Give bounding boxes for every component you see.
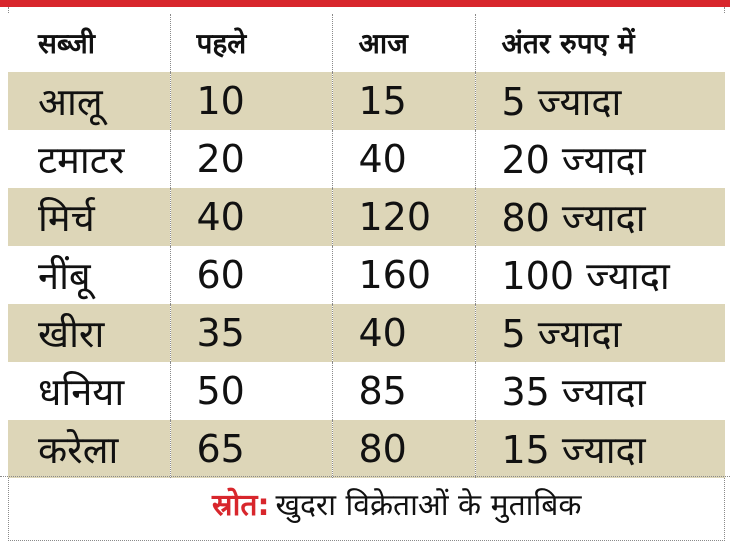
cell-today: 160 (331, 246, 475, 304)
cell-today: 80 (331, 420, 475, 478)
cell-before: 40 (169, 188, 332, 246)
cell-difference: 15 ज्यादा (474, 420, 725, 478)
table-row: करेला 65 80 15 ज्यादा (8, 420, 725, 478)
cell-difference: 5 ज्यादा (474, 72, 725, 130)
table-row: नींबू 60 160 100 ज्यादा (8, 246, 725, 304)
table-row: धनिया 50 85 35 ज्यादा (8, 362, 725, 420)
cell-vegetable: धनिया (8, 362, 170, 420)
cell-vegetable: करेला (8, 420, 170, 478)
header-vegetable: सब्जी (8, 14, 170, 72)
table-row: खीरा 35 40 5 ज्यादा (8, 304, 725, 362)
cell-before: 10 (169, 72, 332, 130)
cell-vegetable: आलू (8, 72, 170, 130)
cell-before: 50 (169, 362, 332, 420)
cell-today: 15 (331, 72, 475, 130)
cell-vegetable: मिर्च (8, 188, 170, 246)
header-before: पहले (169, 14, 332, 72)
cell-vegetable: टमाटर (8, 130, 170, 188)
cell-vegetable: खीरा (8, 304, 170, 362)
cell-before: 65 (169, 420, 332, 478)
table-header-row: सब्जी पहले आज अंतर रुपए में (8, 14, 725, 72)
cell-today: 120 (331, 188, 475, 246)
cell-before: 35 (169, 304, 332, 362)
cell-difference: 100 ज्यादा (474, 246, 725, 304)
cell-before: 20 (169, 130, 332, 188)
cell-vegetable: नींबू (8, 246, 170, 304)
source-label: स्रोत: (212, 488, 270, 523)
source-line: स्रोत: खुदरा विक्रेताओं के मुताबिक (212, 483, 581, 524)
header-difference: अंतर रुपए में (474, 14, 725, 72)
price-table: सब्जी पहले आज अंतर रुपए में आलू 10 15 5 … (8, 14, 725, 478)
cell-today: 40 (331, 130, 475, 188)
cell-today: 85 (331, 362, 475, 420)
table-row: आलू 10 15 5 ज्यादा (8, 72, 725, 130)
source-text: खुदरा विक्रेताओं के मुताबिक (275, 488, 582, 523)
cell-difference: 20 ज्यादा (474, 130, 725, 188)
cell-difference: 5 ज्यादा (474, 304, 725, 362)
cell-difference: 35 ज्यादा (474, 362, 725, 420)
cell-before: 60 (169, 246, 332, 304)
table-row: मिर्च 40 120 80 ज्यादा (8, 188, 725, 246)
source-note: स्रोत: खुदरा विक्रेताओं के मुताबिक (0, 476, 730, 531)
header-today: आज (331, 14, 475, 72)
top-accent-bar (0, 0, 730, 7)
cell-today: 40 (331, 304, 475, 362)
table-row: टमाटर 20 40 20 ज्यादा (8, 130, 725, 188)
cell-difference: 80 ज्यादा (474, 188, 725, 246)
